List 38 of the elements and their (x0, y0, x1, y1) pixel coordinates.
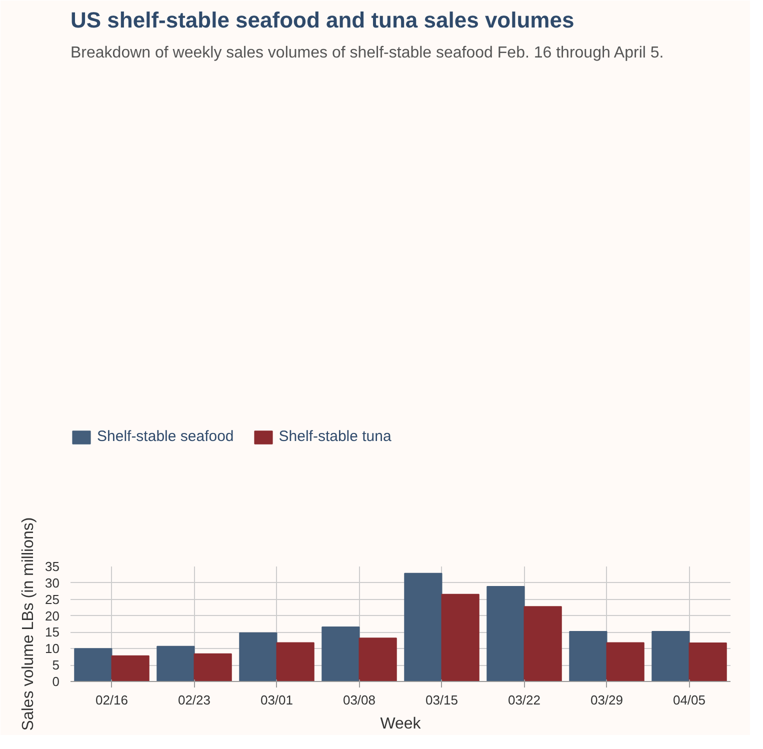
y-tick-label: 5 (52, 658, 60, 673)
chart-title: US shelf-stable seafood and tuna sales volumes (70, 8, 574, 32)
bar (441, 594, 480, 682)
bar (652, 631, 690, 682)
bar (524, 606, 562, 682)
legend-label: Shelf-stable seafood (97, 428, 234, 446)
bar (156, 646, 195, 682)
x-tick-label: 03/22 (508, 692, 541, 708)
x-axis-title: Week (380, 716, 422, 732)
bar (194, 653, 232, 682)
bar (322, 626, 360, 682)
y-tick-label: 35 (45, 559, 60, 574)
bar (688, 642, 727, 682)
x-tick-label: 04/05 (672, 692, 706, 708)
bar (569, 631, 608, 682)
bar (74, 648, 112, 682)
chart-subtitle: Breakdown of weekly sales volumes of shelf-stable seafood Feb. 16 through April 5. (70, 44, 664, 62)
bar (358, 638, 397, 682)
y-tick-label: 20 (45, 608, 60, 624)
bar (486, 586, 525, 682)
y-tick-label: 10 (45, 641, 60, 656)
bar (404, 572, 442, 682)
x-tick-label: 03/01 (260, 692, 294, 708)
x-tick-label: 03/29 (590, 692, 624, 708)
y-axis-title: Sales volume LBs (in millions) (20, 517, 38, 731)
y-tick-label: 15 (45, 624, 60, 640)
bar (606, 642, 644, 682)
x-tick-label: 03/15 (425, 692, 458, 708)
legend-label: Shelf-stable tuna (278, 428, 392, 446)
bar (276, 642, 314, 682)
bar (239, 632, 278, 682)
bar (111, 655, 150, 682)
y-tick-label: 0 (52, 674, 60, 689)
x-tick-label: 02/16 (95, 692, 128, 708)
y-tick-label: 30 (45, 575, 60, 590)
x-tick-label: 03/08 (342, 692, 376, 708)
x-tick-label: 02/23 (178, 692, 211, 708)
y-tick-label: 25 (45, 592, 60, 607)
